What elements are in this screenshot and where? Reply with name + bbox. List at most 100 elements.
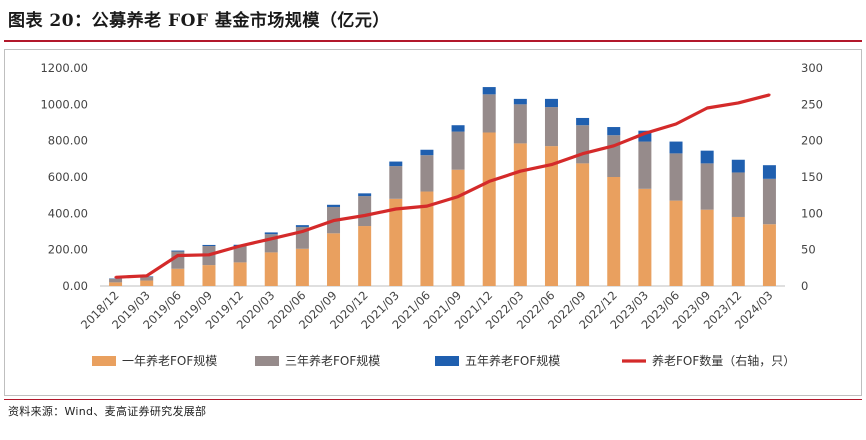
y-left-tick-label: 800.00 (48, 134, 88, 148)
bar-one-year (327, 233, 341, 286)
line-point (643, 132, 647, 135)
bar-one-year (295, 248, 309, 286)
line-point (270, 237, 273, 240)
bar-three-year (389, 166, 403, 199)
y-right-tick-label: 300 (801, 61, 823, 75)
bar-five-year (451, 125, 465, 132)
line-point (301, 230, 304, 233)
bar-one-year (482, 132, 496, 286)
y-right-tick-label: 50 (801, 243, 816, 257)
bar-five-year (420, 149, 434, 156)
bar-five-year (544, 98, 558, 108)
y-right-tick-label: 0 (801, 279, 808, 293)
y-right-tick-label: 200 (801, 134, 823, 148)
line-fof-count (115, 93, 770, 279)
line-point (488, 180, 491, 183)
line-point (394, 207, 397, 211)
bar-five-year (389, 161, 403, 167)
line-point (519, 169, 522, 173)
bar-three-year (482, 94, 496, 133)
line-point (425, 204, 429, 208)
bar-five-year (669, 141, 683, 154)
y-right-tick-label: 250 (801, 97, 823, 111)
line-point (612, 144, 615, 147)
bar-one-year (762, 224, 776, 286)
bar-five-year (295, 225, 309, 227)
bar-five-year (700, 150, 714, 164)
bar-five-year (482, 87, 496, 95)
bar-five-year (358, 193, 372, 197)
bar-one-year (638, 188, 652, 286)
y-left-tick-label: 400.00 (48, 206, 88, 220)
line-point (737, 101, 740, 105)
legend-swatch (92, 356, 116, 366)
bar-three-year (607, 135, 621, 177)
line-point (768, 93, 771, 97)
line-point (550, 163, 553, 166)
bar-five-year (171, 250, 185, 252)
bar-one-year (202, 265, 216, 286)
bar-one-year (358, 226, 372, 286)
legend-label: 养老FOF数量（右轴，只） (652, 353, 795, 368)
line-point (332, 219, 335, 222)
bar-three-year (233, 246, 247, 263)
y-left-tick-label: 600.00 (48, 170, 88, 184)
bar-three-year (731, 172, 745, 217)
bar-three-year (669, 153, 683, 201)
bar-three-year (109, 278, 123, 283)
line-point (238, 244, 242, 248)
line-point (363, 214, 366, 217)
bar-three-year (700, 163, 714, 210)
source-divider (4, 399, 862, 400)
chart-container: 0.00 200.00 400.00 600.00 800.00 1000.00 1200.… (4, 49, 862, 396)
y-left-tick-label: 1200.00 (40, 61, 88, 75)
bar-five-year (202, 244, 216, 247)
line-point (674, 122, 678, 126)
y-left-tick-label: 1000.00 (40, 97, 88, 111)
bar-one-year (544, 146, 558, 286)
bar-five-year (264, 232, 278, 235)
source-note: 资料来源：Wind、麦高证券研究发展部 (8, 405, 207, 418)
y-left-tick-label: 200.00 (48, 243, 88, 257)
page-title: 图表 20：公募养老 FOF 基金市场规模（亿元） (8, 11, 390, 31)
bar-one-year (233, 262, 247, 286)
bar-one-year (576, 163, 590, 286)
bar-three-year (544, 107, 558, 147)
bar-one-year (389, 198, 403, 286)
bar-five-year (607, 127, 621, 136)
bar-five-year (638, 130, 652, 142)
line-point (207, 253, 211, 256)
bar-one-year (171, 268, 185, 286)
bar-five-year (762, 165, 776, 179)
y-right-tick-label: 150 (801, 170, 823, 184)
bar-one-year (109, 282, 123, 286)
bar-one-year (140, 280, 154, 286)
line-point (176, 254, 180, 257)
title-divider (4, 40, 862, 42)
bar-one-year (700, 209, 714, 286)
bar-three-year (420, 155, 434, 192)
y-left-tick-label: 0.00 (62, 279, 88, 293)
legend-swatch (255, 356, 279, 366)
bar-five-year (513, 98, 527, 105)
line-point (145, 274, 148, 278)
line-point (456, 195, 460, 198)
bar-three-year (762, 178, 776, 225)
bar-one-year (731, 216, 745, 286)
y-right-tick-label: 100 (801, 206, 823, 220)
legend-label: 一年养老FOF规模 (122, 353, 217, 368)
legend-swatch (435, 356, 459, 366)
bar-three-year (576, 125, 590, 164)
bar-three-year (638, 141, 652, 189)
bar-three-year (451, 131, 465, 170)
bar-one-year (669, 200, 683, 286)
bar-five-year (327, 204, 341, 207)
bar-one-year (451, 169, 465, 286)
bar-one-year (607, 177, 621, 286)
line-point (581, 152, 584, 155)
bar-three-year (358, 196, 372, 227)
line-point (114, 276, 117, 279)
bar-one-year (264, 252, 278, 286)
line-point (705, 106, 709, 110)
bar-one-year (420, 191, 434, 286)
